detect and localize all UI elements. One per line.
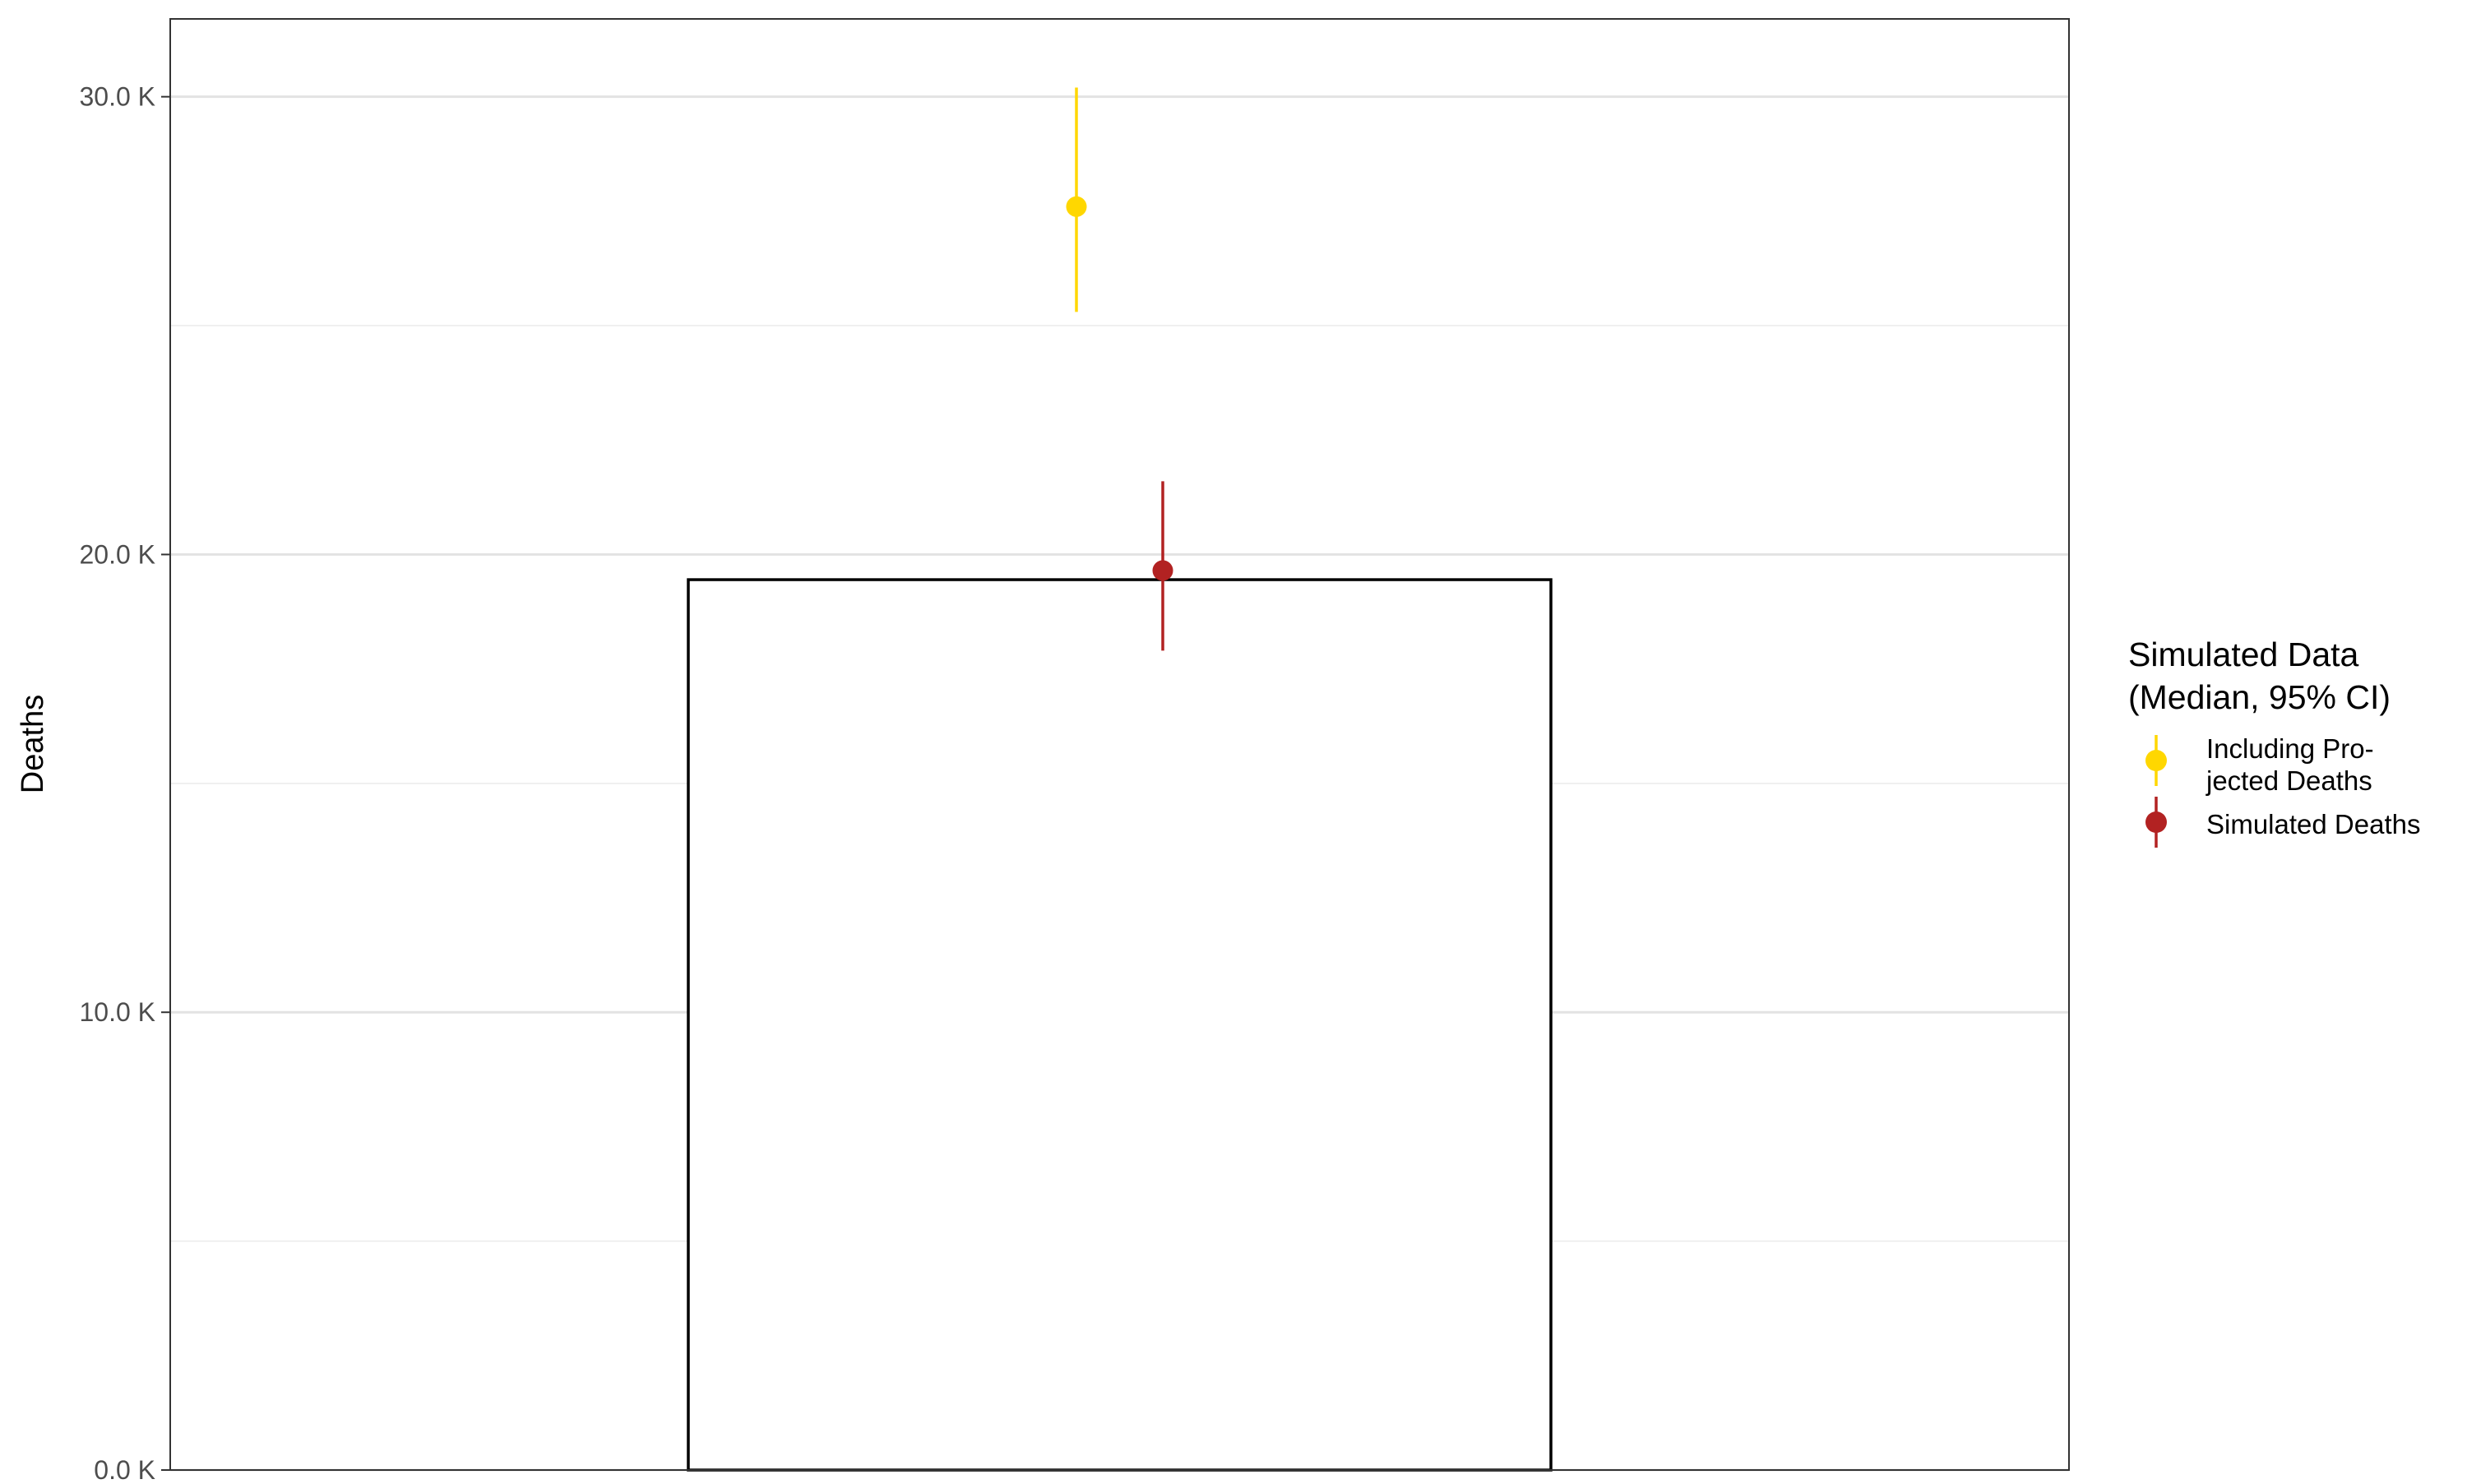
plot-panel-border — [169, 18, 2070, 1471]
legend-item-label-2: Simulated Deaths — [2206, 809, 2420, 839]
series-layer — [1066, 87, 1173, 651]
y-axis-label: Deaths — [16, 695, 50, 793]
legend-title-line1: Simulated Data — [2128, 636, 2359, 673]
legend-item-label-1b: jected Deaths — [2205, 765, 2372, 796]
bar-deaths — [687, 578, 1553, 1472]
y-tick-label-2: 20.0 K — [79, 539, 155, 569]
y-tick-label-0: 0.0 K — [94, 1455, 155, 1480]
legend-key-point-1 — [2145, 750, 2167, 771]
legend-key-point-2 — [2145, 811, 2167, 833]
legend-item-label-1a: Including Pro- — [2206, 733, 2374, 764]
y-axis: 0.0 K 10.0 K 20.0 K 30.0 K — [79, 82, 170, 1484]
y-tick-label-3: 30.0 K — [79, 82, 155, 112]
bar-layer — [687, 578, 1553, 1472]
legend: Simulated Data (Median, 95% CI) Includin… — [2128, 636, 2420, 848]
legend-keys — [2145, 735, 2167, 848]
y-tick-label-1: 10.0 K — [79, 997, 155, 1027]
legend-title-line2: (Median, 95% CI) — [2128, 678, 2391, 716]
median-point-1 — [1066, 196, 1087, 217]
median-point-2 — [1152, 560, 1173, 581]
